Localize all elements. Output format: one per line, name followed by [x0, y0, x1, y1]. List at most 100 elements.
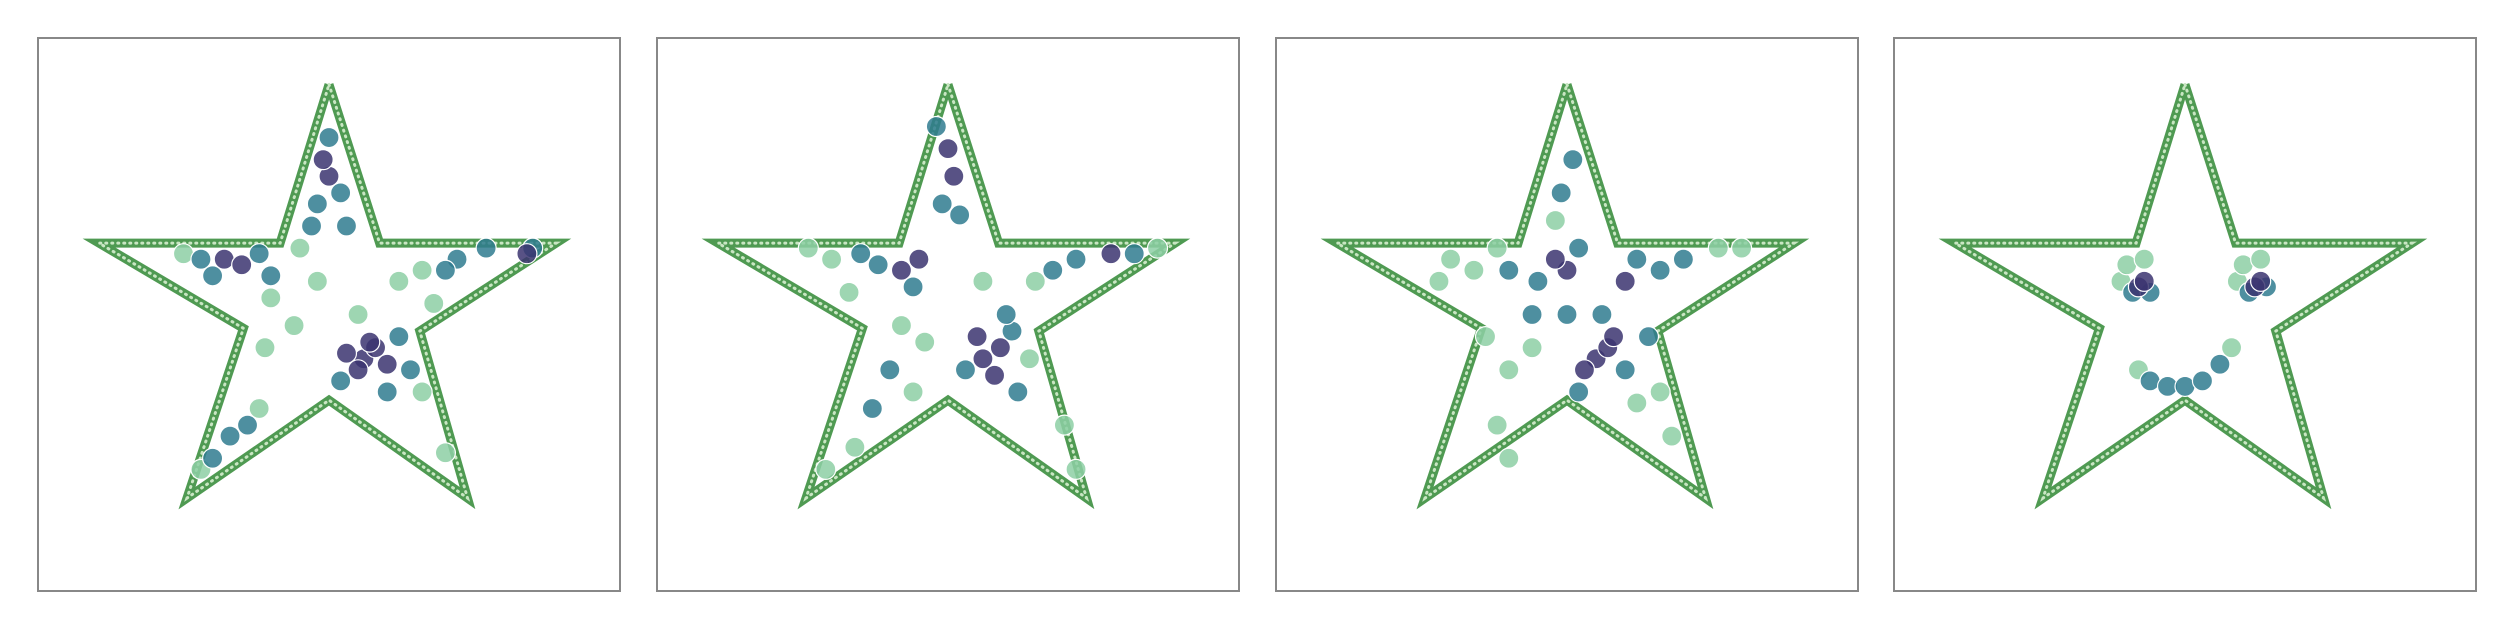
sample-point	[260, 287, 282, 309]
sample-point	[1568, 381, 1590, 403]
sample-point	[972, 270, 994, 292]
sample-point	[2220, 337, 2243, 359]
sample-point	[434, 442, 456, 464]
sample-point	[1614, 359, 1636, 381]
sample-point	[289, 237, 311, 259]
sample-point	[1649, 381, 1671, 403]
sample-point	[1024, 270, 1046, 292]
sample-point	[908, 248, 930, 270]
sample-point	[411, 259, 433, 281]
sample-point	[1521, 337, 1543, 359]
sample-point	[1649, 259, 1671, 281]
sample-point	[1018, 348, 1041, 370]
sample-point	[399, 359, 422, 381]
sample-point	[1053, 414, 1076, 436]
sample-point	[1562, 149, 1584, 171]
sample-point	[318, 126, 340, 149]
sample-point	[1498, 447, 1520, 469]
sample-point	[335, 215, 358, 237]
sample-point	[1626, 392, 1648, 414]
sample-point	[330, 182, 352, 204]
sample-point	[954, 359, 977, 381]
sample-point	[1486, 414, 1508, 436]
sample-point	[902, 381, 924, 403]
panel	[37, 37, 621, 592]
sample-point	[1556, 303, 1578, 326]
sample-point	[347, 303, 369, 326]
panel	[1893, 37, 2477, 592]
sample-point	[1527, 270, 1549, 292]
sample-point	[902, 276, 924, 298]
panel	[656, 37, 1240, 592]
sample-point	[283, 314, 305, 337]
sample-point	[943, 165, 965, 187]
sample-point	[1486, 237, 1508, 259]
sample-point	[995, 303, 1017, 326]
sample-point	[972, 348, 994, 370]
sample-point	[248, 397, 270, 420]
sample-point	[475, 237, 497, 259]
sample-point	[890, 259, 913, 281]
sample-point	[2133, 270, 2155, 292]
sample-point	[1730, 237, 1753, 259]
sample-point	[966, 326, 988, 348]
sample-point	[815, 458, 837, 480]
sample-point	[231, 254, 253, 276]
sample-point	[423, 292, 445, 315]
sample-point	[879, 359, 901, 381]
sample-point	[861, 397, 883, 420]
sample-point	[1568, 237, 1590, 259]
sample-point	[1672, 248, 1695, 270]
sample-point	[1602, 326, 1625, 348]
sample-point	[931, 193, 953, 215]
sample-point	[2133, 248, 2155, 270]
sample-point	[1439, 248, 1462, 270]
panel-frame	[656, 37, 1240, 592]
sample-point	[202, 265, 224, 287]
sample-point	[248, 243, 270, 265]
sample-point	[411, 381, 433, 403]
sample-point	[312, 149, 334, 171]
sample-point	[2250, 270, 2272, 292]
sample-point	[1042, 259, 1064, 281]
sample-point	[347, 359, 369, 381]
sample-point	[1498, 259, 1520, 281]
sample-point	[844, 436, 866, 458]
sample-point	[1474, 326, 1497, 348]
sample-point	[236, 414, 259, 436]
panel-frame	[37, 37, 621, 592]
sample-point	[190, 248, 212, 270]
sample-point	[1544, 248, 1566, 270]
sample-point	[1707, 237, 1729, 259]
sample-point	[306, 193, 328, 215]
panel	[1275, 37, 1859, 592]
sample-point	[820, 248, 843, 270]
sample-point	[335, 342, 358, 364]
sample-point	[376, 353, 398, 375]
sample-point	[330, 370, 352, 392]
sample-point	[202, 447, 224, 469]
sample-point	[516, 243, 538, 265]
sample-point	[359, 331, 381, 353]
sample-point	[867, 254, 889, 276]
sample-point	[376, 381, 398, 403]
sample-point	[890, 314, 913, 337]
sample-point	[838, 281, 860, 303]
sample-point	[388, 270, 410, 292]
sample-point	[1428, 270, 1450, 292]
sample-point	[1007, 381, 1029, 403]
sample-point	[937, 138, 959, 160]
sample-point	[925, 115, 947, 138]
sample-point	[1146, 237, 1169, 259]
sample-point	[1637, 326, 1660, 348]
star-outline-dots	[1949, 82, 2418, 502]
sample-point	[1463, 259, 1485, 281]
sample-point	[1065, 458, 1087, 480]
sample-point	[1614, 270, 1636, 292]
sample-point	[1123, 243, 1145, 265]
sample-point	[1544, 209, 1566, 232]
sample-point	[914, 331, 936, 353]
sample-point	[254, 337, 276, 359]
sample-point	[2191, 370, 2214, 392]
